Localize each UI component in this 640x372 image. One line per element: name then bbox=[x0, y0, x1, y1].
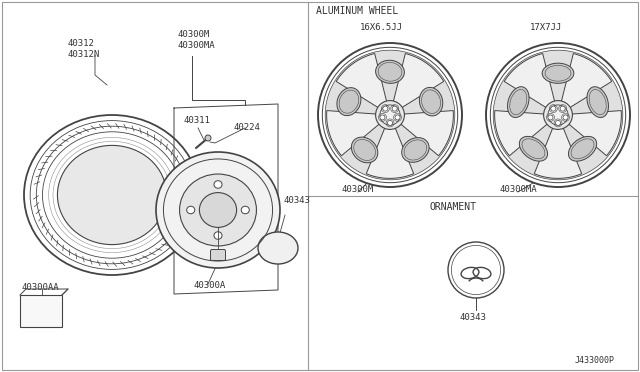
Text: J433000P: J433000P bbox=[575, 356, 615, 365]
Ellipse shape bbox=[587, 87, 609, 118]
Circle shape bbox=[548, 105, 568, 125]
Text: 40300AA: 40300AA bbox=[22, 283, 60, 292]
Circle shape bbox=[376, 100, 404, 129]
Polygon shape bbox=[558, 110, 621, 156]
Polygon shape bbox=[336, 54, 390, 115]
Circle shape bbox=[387, 121, 392, 125]
Circle shape bbox=[448, 242, 504, 298]
Polygon shape bbox=[558, 54, 612, 115]
Circle shape bbox=[395, 115, 400, 120]
Ellipse shape bbox=[519, 137, 548, 161]
Text: 40343: 40343 bbox=[460, 313, 487, 322]
Text: 40311: 40311 bbox=[183, 116, 210, 125]
Polygon shape bbox=[390, 54, 444, 115]
Circle shape bbox=[563, 115, 568, 120]
Circle shape bbox=[318, 43, 462, 187]
Ellipse shape bbox=[402, 138, 429, 162]
Ellipse shape bbox=[542, 63, 574, 83]
Ellipse shape bbox=[568, 137, 596, 161]
Circle shape bbox=[325, 50, 455, 180]
Ellipse shape bbox=[376, 60, 404, 83]
Polygon shape bbox=[504, 54, 558, 115]
Circle shape bbox=[486, 43, 630, 187]
Text: 40343: 40343 bbox=[283, 196, 310, 205]
Text: 17X7JJ: 17X7JJ bbox=[530, 23, 563, 32]
Ellipse shape bbox=[180, 174, 257, 246]
FancyBboxPatch shape bbox=[20, 295, 62, 327]
Text: 40300MA: 40300MA bbox=[500, 185, 538, 194]
Ellipse shape bbox=[187, 206, 195, 214]
Ellipse shape bbox=[241, 206, 250, 214]
Circle shape bbox=[380, 115, 385, 120]
Ellipse shape bbox=[200, 193, 237, 227]
Polygon shape bbox=[326, 110, 390, 156]
Polygon shape bbox=[495, 110, 558, 156]
Text: ALUMINUM WHEEL: ALUMINUM WHEEL bbox=[316, 6, 398, 16]
Circle shape bbox=[556, 121, 561, 125]
Ellipse shape bbox=[258, 232, 298, 264]
Circle shape bbox=[560, 106, 565, 111]
Ellipse shape bbox=[214, 181, 222, 188]
Text: 40300MA: 40300MA bbox=[178, 41, 216, 50]
Ellipse shape bbox=[214, 232, 222, 239]
Text: ORNAMENT: ORNAMENT bbox=[430, 202, 477, 212]
Ellipse shape bbox=[351, 137, 378, 163]
Circle shape bbox=[383, 106, 388, 111]
FancyBboxPatch shape bbox=[211, 250, 225, 260]
Ellipse shape bbox=[337, 88, 361, 116]
Ellipse shape bbox=[58, 145, 166, 245]
Circle shape bbox=[548, 115, 553, 120]
Circle shape bbox=[205, 135, 211, 141]
Circle shape bbox=[392, 106, 397, 111]
Text: 40300M: 40300M bbox=[341, 185, 373, 194]
Text: 40312N: 40312N bbox=[68, 50, 100, 59]
Text: 40312: 40312 bbox=[68, 39, 95, 48]
Text: 40300M: 40300M bbox=[178, 30, 211, 39]
Polygon shape bbox=[366, 115, 413, 178]
Circle shape bbox=[551, 106, 556, 111]
Ellipse shape bbox=[156, 152, 280, 268]
Polygon shape bbox=[534, 115, 582, 178]
Polygon shape bbox=[390, 110, 453, 156]
Text: 16X6.5JJ: 16X6.5JJ bbox=[360, 23, 403, 32]
Circle shape bbox=[380, 105, 400, 125]
Ellipse shape bbox=[508, 87, 529, 118]
Ellipse shape bbox=[419, 87, 443, 116]
Text: 40300A: 40300A bbox=[194, 281, 227, 290]
Circle shape bbox=[493, 50, 623, 180]
Circle shape bbox=[543, 100, 572, 129]
Text: 40224: 40224 bbox=[233, 123, 260, 132]
